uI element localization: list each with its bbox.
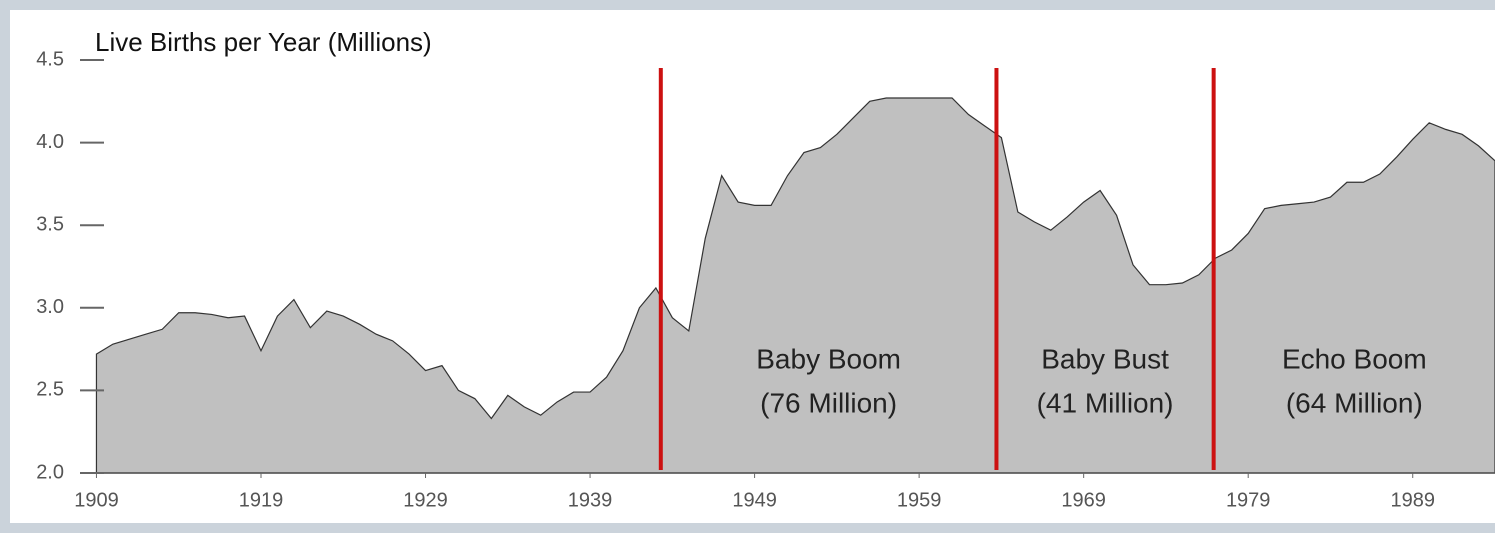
y-tick-label: 3.5	[36, 213, 64, 235]
x-tick-label: 1919	[239, 489, 284, 511]
annotation-sub: (64 Million)	[1286, 387, 1423, 418]
x-tick-label: 1929	[403, 489, 448, 511]
y-tick-label: 2.5	[36, 379, 64, 401]
x-tick-label: 1959	[897, 489, 942, 511]
y-tick-label: 3.0	[36, 296, 64, 318]
x-tick-label: 1939	[568, 489, 613, 511]
x-tick-label: 1909	[74, 489, 119, 511]
x-tick-label: 1989	[1390, 489, 1435, 511]
annotation-sub: (41 Million)	[1037, 387, 1174, 418]
y-tick-label: 4.0	[36, 131, 64, 153]
annotation-sub: (76 Million)	[760, 387, 897, 418]
x-tick-label: 1949	[732, 489, 777, 511]
x-tick-label: 1979	[1226, 489, 1271, 511]
x-tick-label: 1969	[1061, 489, 1106, 511]
y-tick-label: 4.5	[36, 48, 64, 70]
annotation: Baby Bust	[1041, 343, 1169, 374]
annotation: Baby Boom	[756, 343, 901, 374]
annotation: Echo Boom	[1282, 343, 1427, 374]
y-tick-label: 2.0	[36, 461, 64, 483]
chart-title: Live Births per Year (Millions)	[95, 27, 432, 57]
area	[95, 97, 1495, 474]
